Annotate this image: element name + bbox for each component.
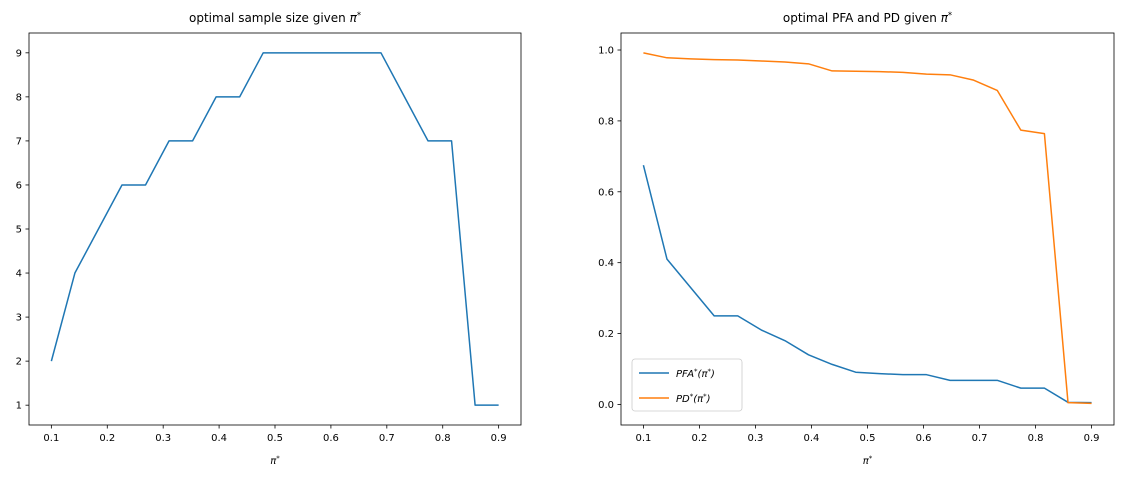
y-tick-label: 4 [16, 269, 22, 280]
pd-legend-label: PD*(π*) [676, 393, 711, 406]
y-tick-label: 5 [16, 225, 22, 236]
x-axis-label: π* [270, 455, 280, 468]
sample-size-chart: 0.1 0.2 0.3 0.4 0.5 0.6 0.7 0.8 0.9 1 2 3 4 5 6 7 8 9 opti… [16, 10, 522, 468]
x-tick-label: 0.2 [691, 433, 707, 444]
optimal-sample-size-line [50, 52, 499, 406]
y-tick-label: 0.4 [598, 258, 614, 269]
x-tick-label: 0.1 [43, 433, 59, 444]
chart-title: optimal sample size given π* [189, 10, 361, 25]
legend: PFA*(π*) PD*(π*) [631, 358, 743, 412]
y-tick-label: 8 [16, 92, 22, 103]
y-tick-label: 9 [16, 48, 22, 59]
x-tick-label: 0.8 [1028, 433, 1044, 444]
y-tick-label: 7 [16, 136, 22, 147]
x-tick-label: 0.3 [748, 433, 764, 444]
pfa-legend-label: PFA*(π*) [676, 368, 715, 381]
x-tick-label: 0.7 [379, 433, 395, 444]
y-tick-label: 0.2 [598, 329, 614, 340]
x-tick-label: 0.3 [155, 433, 171, 444]
y-tick-label: 0.0 [598, 400, 614, 411]
y-tick-label: 6 [16, 180, 22, 191]
x-tick-label: 0.5 [267, 433, 283, 444]
x-tick-label: 0.1 [635, 433, 651, 444]
pd-line [643, 52, 1092, 405]
pfa-pd-chart: 0.1 0.2 0.3 0.4 0.5 0.6 0.7 0.8 0.9 0.0 0.2 0.4 0.6 0… [598, 10, 1115, 468]
x-tick-label: 0.4 [804, 433, 820, 444]
x-tick-label: 0.9 [1084, 433, 1100, 444]
x-tick-label: 0.2 [99, 433, 115, 444]
x-tick-label: 0.8 [435, 433, 451, 444]
y-tick-label: 3 [16, 313, 22, 324]
chart-title: optimal PFA and PD given π* [783, 10, 952, 25]
y-tick-label: 1 [16, 401, 22, 412]
x-tick-label: 0.5 [860, 433, 876, 444]
pfa-line [642, 165, 1092, 404]
x-tick-label: 0.6 [323, 433, 339, 444]
x-tick-label: 0.4 [211, 433, 227, 444]
x-tick-label: 0.7 [972, 433, 988, 444]
y-tick-label: 0.8 [598, 116, 614, 127]
y-tick-label: 0.6 [598, 187, 614, 198]
y-tick-label: 1.0 [598, 46, 614, 57]
plot-border [28, 32, 522, 426]
y-tick-label: 2 [16, 357, 22, 368]
x-axis-label: π* [863, 455, 873, 468]
x-tick-label: 0.6 [916, 433, 932, 444]
x-tick-label: 0.9 [491, 433, 507, 444]
